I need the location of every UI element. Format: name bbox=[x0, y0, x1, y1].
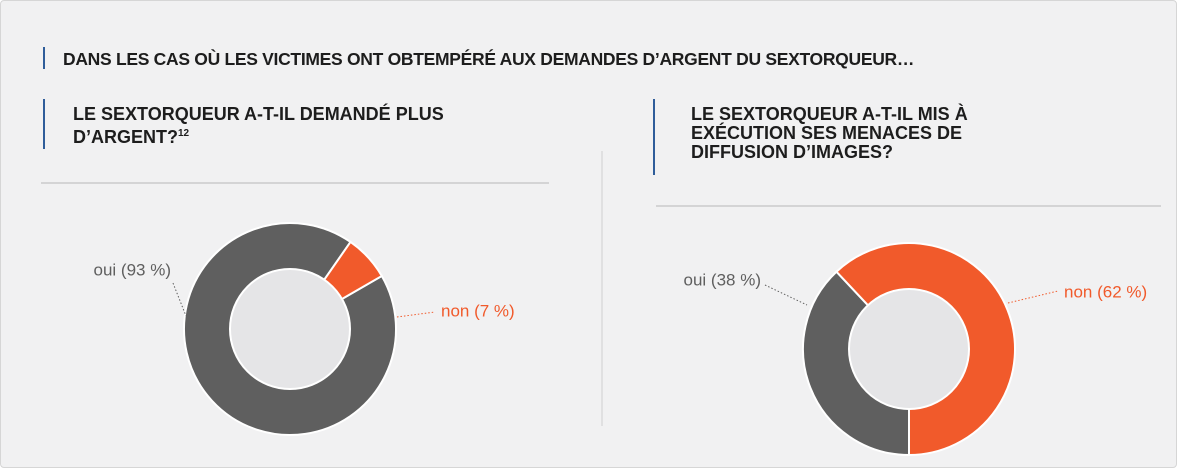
donut-hole bbox=[848, 288, 970, 410]
slice-label: non (62 %) bbox=[1064, 282, 1147, 301]
accent-bar bbox=[43, 99, 45, 149]
slice-label: non (7 %) bbox=[441, 301, 515, 320]
leader-line bbox=[1007, 290, 1059, 304]
footnote: 12 bbox=[178, 128, 190, 139]
accent-bar bbox=[653, 99, 655, 175]
page-title: DANS LES CAS OÙ LES VICTIMES ONT OBTEMPÉ… bbox=[63, 49, 915, 69]
donut-hole bbox=[229, 268, 351, 390]
chart-title: LE SEXTORQUEUR A-T-IL DEMANDÉ PLUS D’ARG… bbox=[73, 105, 453, 147]
slice-label: oui (38 %) bbox=[684, 270, 761, 289]
slice-label: oui (93 %) bbox=[94, 260, 171, 279]
leader-line bbox=[396, 311, 436, 318]
chart-title: LE SEXTORQUEUR A-T-IL MIS À EXÉCUTION SE… bbox=[691, 104, 968, 162]
accent-bar bbox=[43, 47, 45, 69]
leader-line bbox=[764, 284, 808, 306]
chart-title-text: LE SEXTORQUEUR A-T-IL DEMANDÉ PLUS D’ARG… bbox=[73, 104, 444, 147]
leader-line bbox=[172, 282, 187, 317]
